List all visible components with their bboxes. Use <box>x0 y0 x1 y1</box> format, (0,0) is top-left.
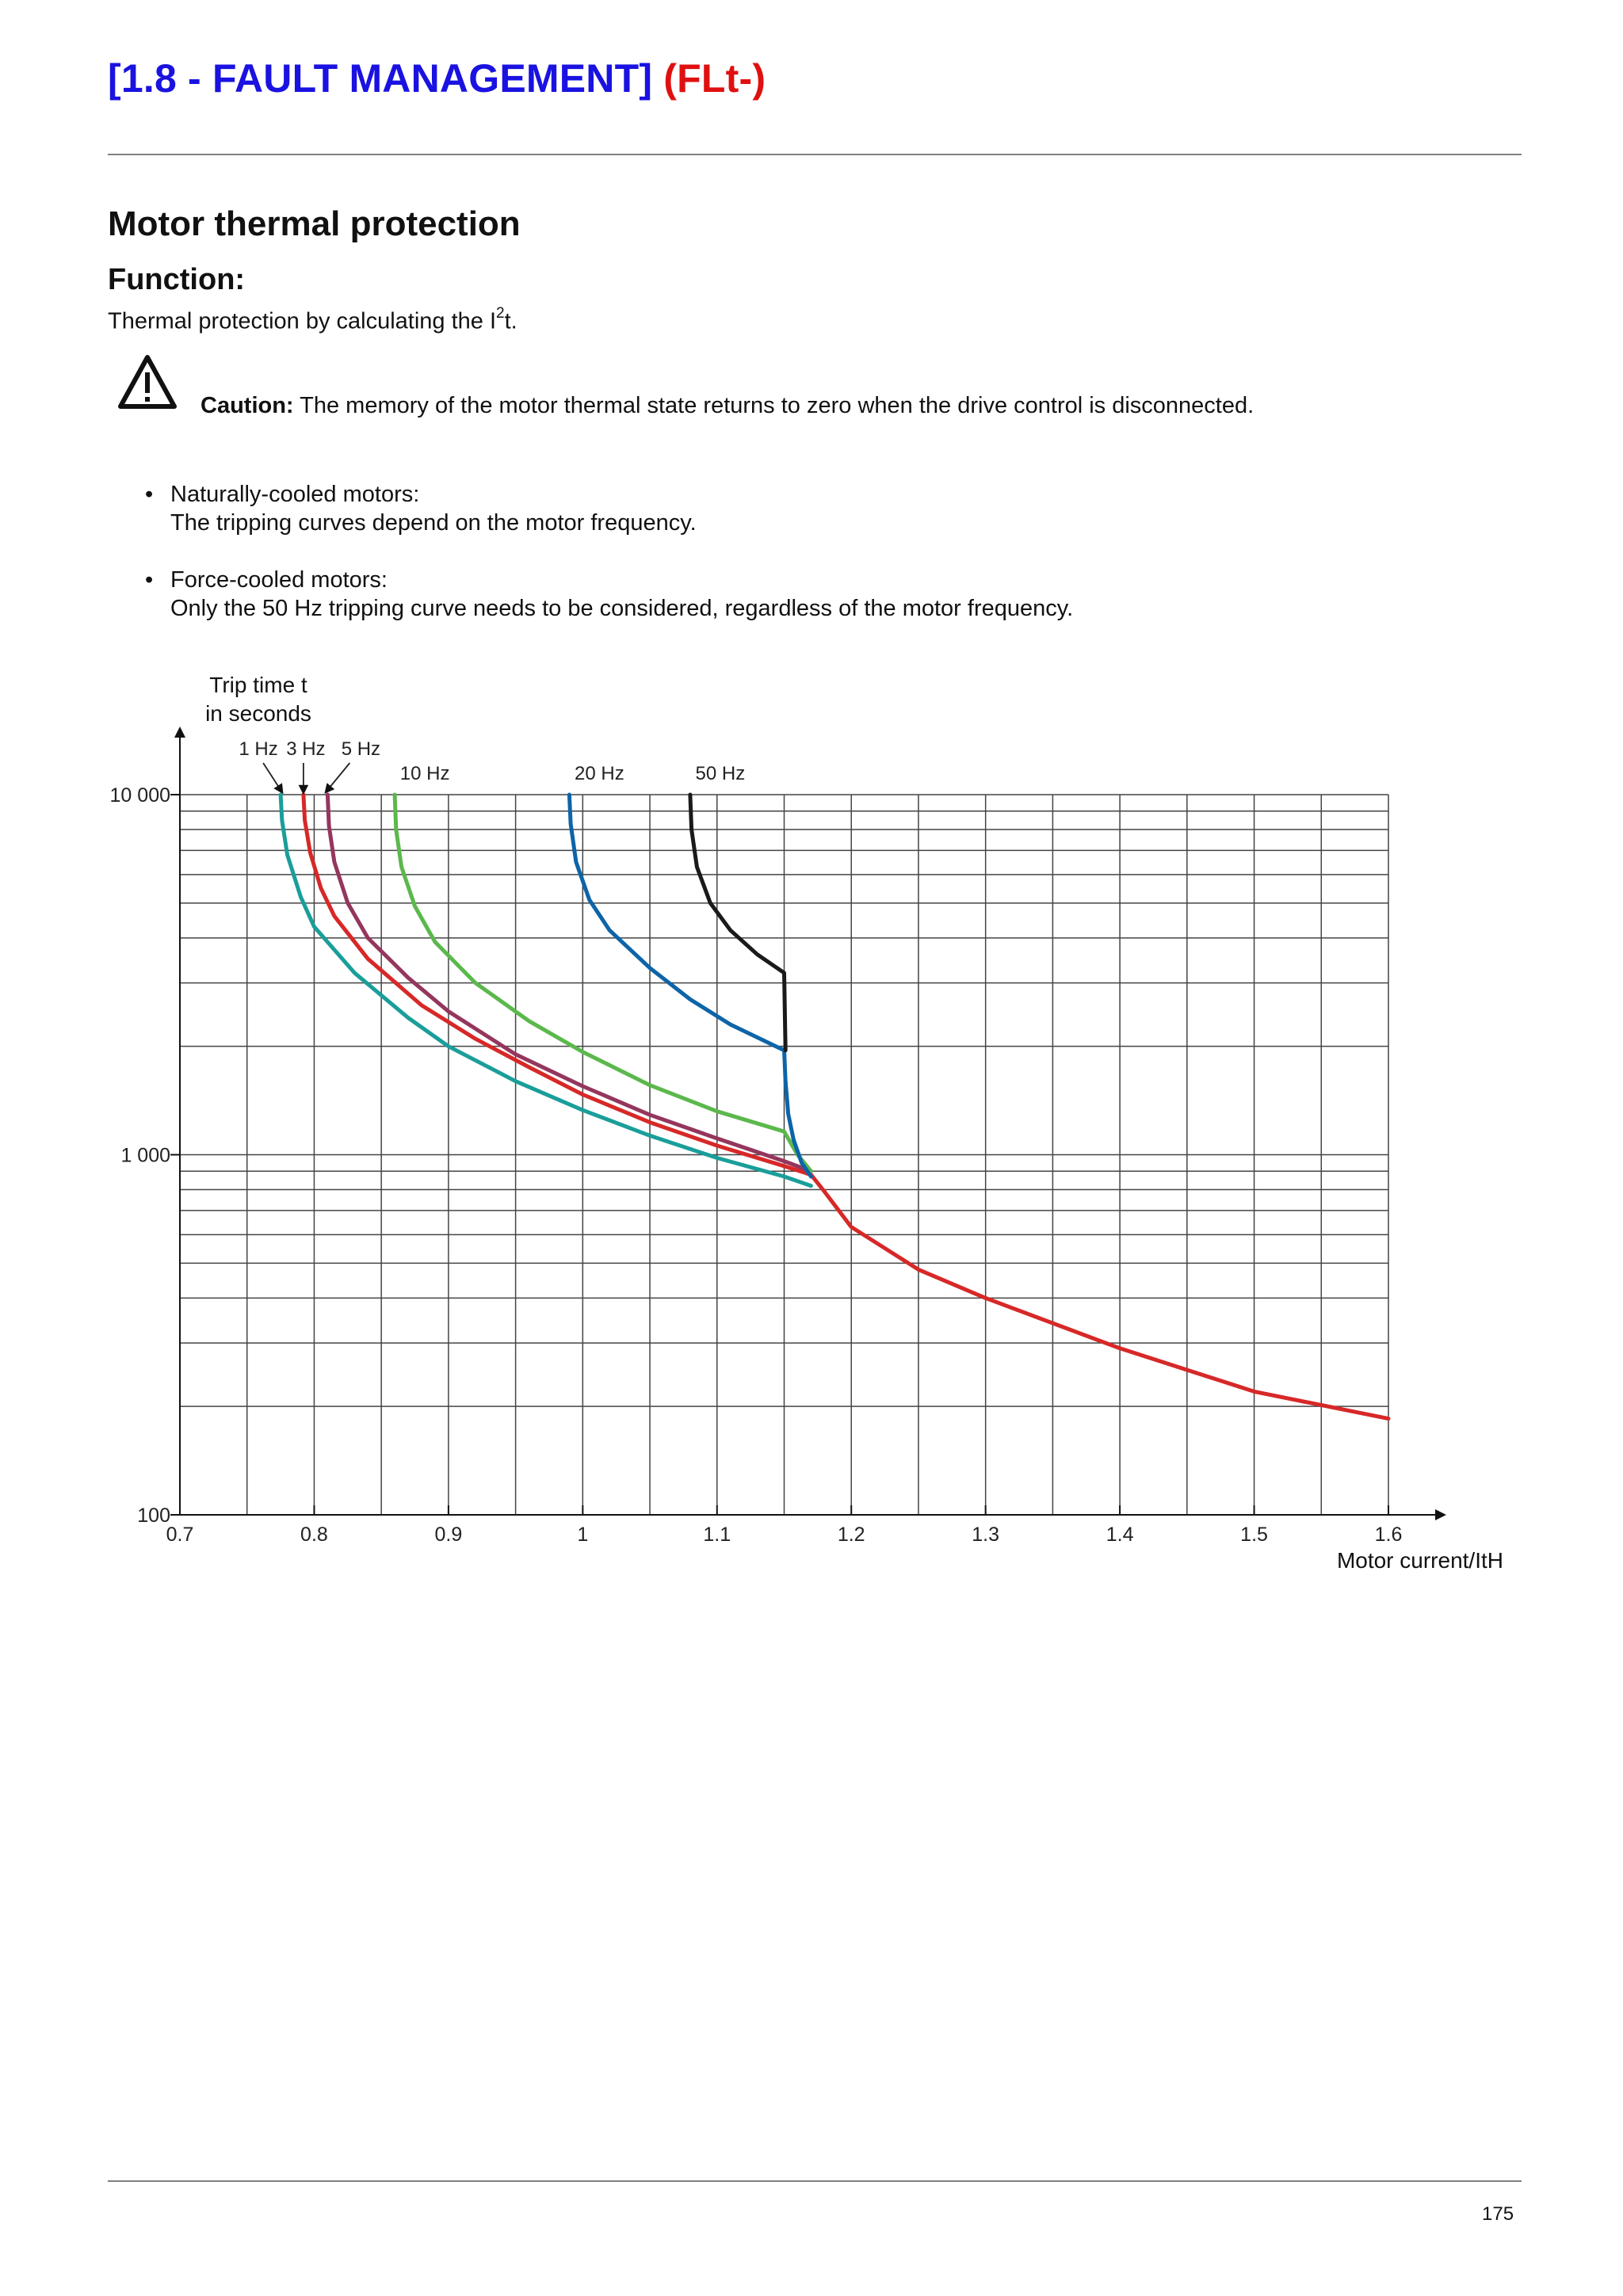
x-tick-label: 1.1 <box>703 1524 731 1546</box>
chart-tick-labels: 0.7 0.8 0.9 1 1.1 1.2 1.3 1.4 1.5 1.6 100 1 000 10 0… <box>110 784 1403 1546</box>
series-label-5-hz: 5 Hz <box>342 738 380 760</box>
series-line-10-hz <box>392 792 813 1173</box>
y-axis-label-line1: Trip time t <box>209 673 307 697</box>
x-tick-label: 1.4 <box>1106 1524 1134 1546</box>
function-text-superscript: 2 <box>496 305 505 322</box>
header-divider <box>108 154 1522 155</box>
footer-divider <box>108 2180 1522 2182</box>
function-text: Thermal protection by calculating the I2… <box>108 305 517 335</box>
header-title-main: [1.8 - FAULT MANAGEMENT] <box>108 56 653 101</box>
series-line-50-hz <box>688 792 788 1053</box>
series-line-3-hz <box>301 792 1391 1421</box>
x-tick-label: 0.8 <box>300 1524 328 1546</box>
bullet-text: The tripping curves depend on the motor … <box>170 510 697 536</box>
caution-note: Caution: The memory of the motor thermal… <box>200 393 1254 419</box>
series-line-20-hz <box>567 792 813 1179</box>
x-tick-label: 1.5 <box>1240 1524 1268 1546</box>
chart-series <box>278 792 1391 1421</box>
function-text-after: t. <box>504 308 517 334</box>
section-title: Motor thermal protection <box>108 204 521 243</box>
y-tick-label: 10 000 <box>110 784 170 807</box>
series-label-20-hz: 20 Hz <box>575 763 624 784</box>
header-title-code: (FLt-) <box>663 56 766 101</box>
series-label-50-hz: 50 Hz <box>696 763 746 784</box>
function-heading: Function: <box>108 263 246 296</box>
y-tick-label: 1 000 <box>120 1145 170 1167</box>
series-label-arrow <box>324 762 351 794</box>
x-tick-label: 0.9 <box>435 1524 463 1546</box>
x-tick-label: 1.2 <box>838 1524 865 1546</box>
x-axis-label: Motor current/ItH <box>1337 1548 1503 1573</box>
bullet-dot: • <box>145 482 154 507</box>
x-tick-label: 1.6 <box>1375 1524 1403 1546</box>
x-tick-label: 1.3 <box>972 1524 999 1546</box>
bullet-title: Force-cooled motors: <box>170 567 388 593</box>
chart-grid <box>180 794 1389 1515</box>
y-axis-label-line2: in seconds <box>205 701 311 726</box>
x-tick-label: 0.7 <box>166 1524 194 1546</box>
page-header-title: [1.8 - FAULT MANAGEMENT] (FLt-) <box>108 55 766 101</box>
caution-label: Caution: <box>200 393 294 418</box>
series-line-5-hz <box>325 792 813 1173</box>
series-label-1-hz: 1 Hz <box>239 738 277 760</box>
chart-series-labels: 1 Hz 3 Hz 5 Hz 10 Hz 20 Hz 50 Hz <box>239 738 746 795</box>
y-tick-label: 100 <box>137 1505 170 1527</box>
warning-triangle-icon <box>118 355 177 409</box>
series-label-3-hz: 3 Hz <box>286 738 325 760</box>
bullet-text: Only the 50 Hz tripping curve needs to b… <box>170 596 1074 621</box>
caution-text: The memory of the motor thermal state re… <box>293 393 1254 418</box>
page-number: 175 <box>1482 2203 1514 2225</box>
chart-axes <box>170 727 1446 1520</box>
bullet-title: Naturally-cooled motors: <box>170 482 420 507</box>
series-label-10-hz: 10 Hz <box>400 763 450 784</box>
bullet-dot: • <box>145 567 154 593</box>
series-line-1-hz <box>278 792 813 1188</box>
series-label-arrow <box>262 762 284 795</box>
function-text-before: Thermal protection by calculating the I <box>108 308 497 334</box>
x-tick-label: 1 <box>577 1524 588 1546</box>
